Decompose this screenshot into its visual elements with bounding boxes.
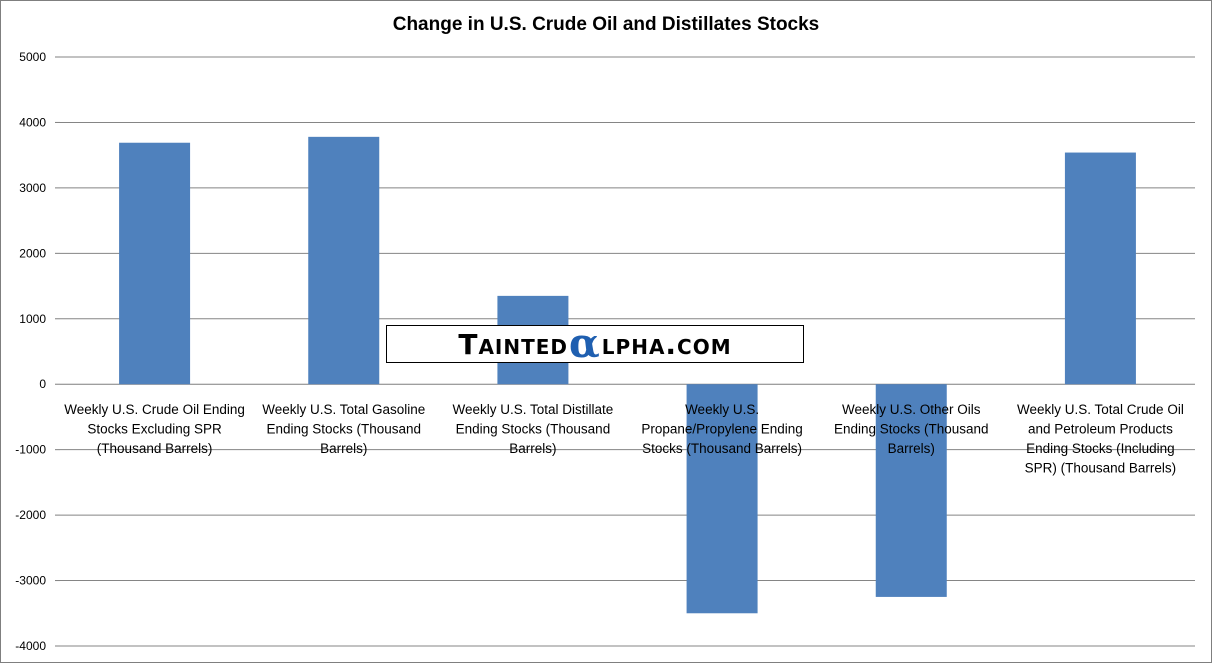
watermark-alpha-glyph: α [569, 320, 601, 367]
bar [1064, 152, 1136, 385]
bar [119, 142, 191, 385]
category-label: Weekly U.S. Crude Oil Ending [64, 402, 245, 417]
category-label: and Petroleum Products [1028, 422, 1173, 437]
bar [875, 384, 947, 597]
category-label: Ending Stocks (Thousand [834, 422, 989, 437]
y-tick-label: 4000 [19, 115, 46, 129]
category-label: Weekly U.S. Total Gasoline [262, 402, 425, 417]
category-label: Stocks Excluding SPR [87, 422, 222, 437]
category-label: Propane/Propylene Ending [641, 422, 802, 437]
y-tick-label: -4000 [15, 639, 46, 653]
y-tick-label: 5000 [19, 50, 46, 64]
watermark-text-suffix: lpha.com [601, 327, 732, 361]
watermark-text-prefix: Tainted [458, 327, 569, 361]
y-tick-label: 1000 [19, 312, 46, 326]
bar [308, 136, 380, 385]
category-label: Barrels) [320, 441, 367, 456]
category-label: Weekly U.S. Other Oils [842, 402, 981, 417]
category-label: Stocks (Thousand Barrels) [642, 441, 802, 456]
y-tick-label: -3000 [15, 574, 46, 588]
watermark-logo: Tainted α lpha.com [386, 320, 804, 367]
category-label: Barrels) [888, 441, 935, 456]
bar [686, 384, 758, 614]
y-tick-label: 3000 [19, 181, 46, 195]
category-label: Ending Stocks (Thousand [456, 422, 611, 437]
category-label: Weekly U.S. Total Crude Oil [1017, 402, 1184, 417]
y-tick-label: 2000 [19, 246, 46, 260]
category-label: Ending Stocks (Including [1026, 441, 1175, 456]
category-label: Weekly U.S. [685, 402, 759, 417]
category-label: SPR) (Thousand Barrels) [1025, 461, 1177, 476]
chart-title: Change in U.S. Crude Oil and Distillates… [392, 14, 820, 35]
category-label: Weekly U.S. Total Distillate [453, 402, 614, 417]
y-tick-label: -2000 [15, 508, 46, 522]
category-label: Barrels) [509, 441, 556, 456]
category-label: Ending Stocks (Thousand [266, 422, 421, 437]
y-tick-label: -1000 [15, 443, 46, 457]
y-tick-label: 0 [39, 377, 46, 391]
category-label: (Thousand Barrels) [97, 441, 213, 456]
